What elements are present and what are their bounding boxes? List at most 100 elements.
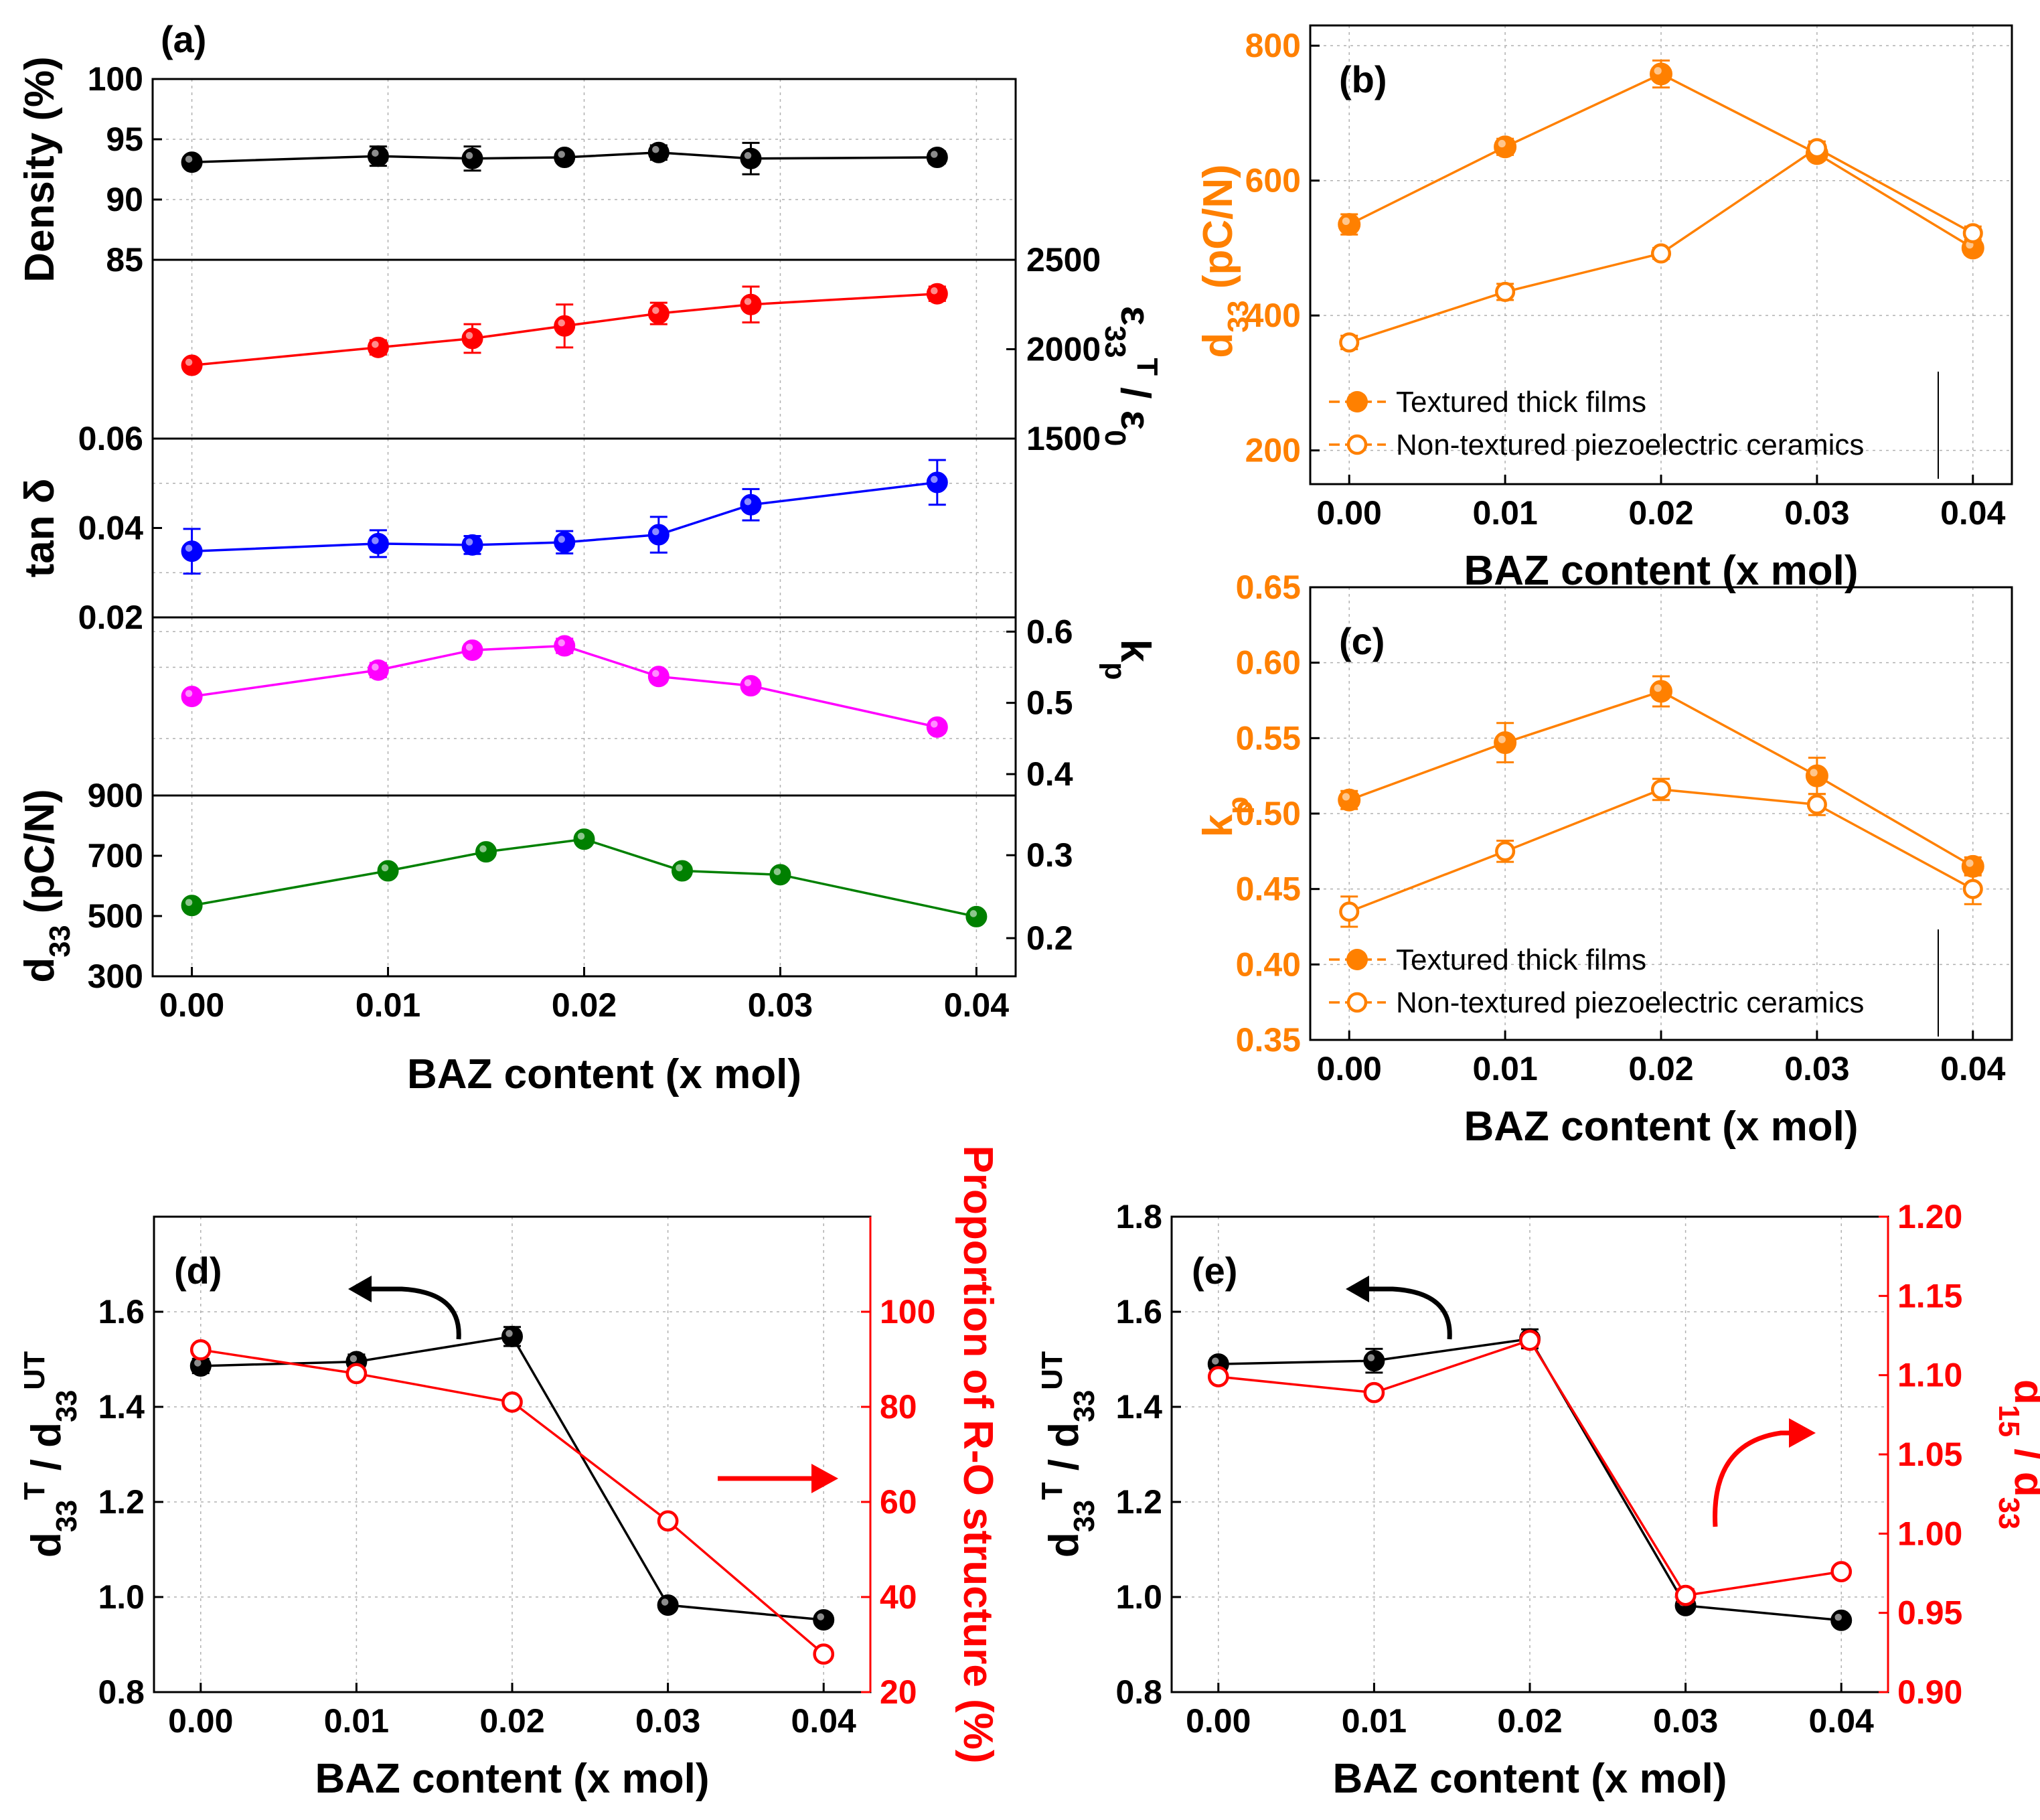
subpanel-density: 85 90 95 100 Density (%) — [17, 56, 1017, 283]
series-density-point — [647, 141, 670, 163]
y-tick-label-right: 0.5 — [1026, 684, 1073, 722]
series-non-textured-point — [1962, 223, 1983, 244]
series-right-point — [345, 1363, 368, 1385]
y-tick-label-right: 0.90 — [1897, 1673, 1962, 1711]
label-part: 33 — [1069, 1500, 1101, 1532]
y-tick-label: 0.50 — [1236, 795, 1301, 832]
series-textured-point — [1650, 680, 1672, 703]
series-density-point — [367, 145, 389, 167]
series-textured-point — [1805, 764, 1828, 787]
x-tick-label: 0.01 — [1342, 1702, 1407, 1740]
x-tick-label: 0.03 — [1784, 1050, 1849, 1087]
chart-e: 0.00 0.01 0.02 0.03 0.04 0.8 1.0 1.2 1.4 1.6 1.8 0.… — [1036, 1198, 2040, 1802]
y-tick-label-right: 0.3 — [1026, 836, 1073, 874]
series-permittivity-point-highlight — [744, 298, 752, 305]
x-tick-label: 0.01 — [1472, 1050, 1537, 1087]
panel-label: (c) — [1339, 620, 1385, 662]
chart-c: 0.00 0.01 0.02 0.03 0.04 0.35 0.40 0.45 0.50 0.55… — [1195, 568, 2013, 1150]
series-permittivity-point — [554, 315, 576, 337]
series-permittivity-point-highlight — [372, 341, 379, 348]
y-tick-label: 1.2 — [98, 1483, 145, 1521]
series-non-textured-point — [1806, 138, 1827, 159]
label-part: d — [17, 958, 63, 983]
series-kp-point-highlight — [931, 721, 938, 728]
series-d33-point — [965, 905, 988, 927]
legend-label: Non-textured piezoelectric ceramics — [1396, 429, 1864, 461]
y-tick-label-right: 60 — [880, 1483, 917, 1521]
y-tick-label-right: 1500 — [1026, 420, 1101, 457]
y-tick-label: 0.65 — [1236, 568, 1301, 606]
series-permittivity-point — [367, 336, 389, 358]
x-tick-label: 0.04 — [944, 986, 1010, 1024]
y-tick-label: 1.8 — [1115, 1198, 1162, 1235]
x-tick-label: 0.03 — [1653, 1702, 1718, 1740]
series-textured-point-highlight — [1966, 859, 1974, 867]
series-kp-point-highlight — [185, 690, 193, 697]
y-tick-label: 1.0 — [98, 1578, 145, 1616]
series-tan_delta-point — [740, 494, 762, 516]
series-ratio-point — [657, 1594, 679, 1616]
series-permittivity-point — [461, 327, 483, 350]
label-part: UT — [1036, 1351, 1069, 1389]
series-permittivity-point-highlight — [931, 287, 938, 295]
series-ratio-point-highlight — [661, 1598, 669, 1606]
x-tick-label: 0.03 — [748, 986, 813, 1024]
label-part: T — [19, 1482, 51, 1500]
series-non-textured-point — [1339, 901, 1360, 922]
x-axis-label: BAZ content (x mol) — [1464, 1104, 1859, 1150]
y-tick-label-right: 0.4 — [1026, 755, 1073, 793]
subpanel-tan_delta: 0.02 0.04 0.06 tan δ — [17, 420, 1017, 636]
series-tan_delta-point-highlight — [185, 544, 193, 552]
series-kp-point — [926, 716, 948, 738]
series-right-point — [813, 1643, 835, 1665]
y-tick-label: 85 — [106, 241, 143, 279]
label-part: d — [1041, 1532, 1087, 1558]
y-tick-label: 0.55 — [1236, 719, 1301, 757]
series-permittivity-point — [740, 293, 762, 315]
label-part: T — [1036, 1482, 1069, 1500]
series-d33-point-highlight — [969, 910, 977, 917]
y-axis-label: d33 (pC/N) — [17, 789, 76, 982]
series-d33-point — [181, 895, 203, 917]
series-density-point — [740, 147, 762, 169]
y-tick-label: 900 — [88, 777, 143, 814]
arrow-left-icon — [365, 1286, 461, 1340]
series-right-point — [1830, 1561, 1853, 1582]
series-right-point — [657, 1510, 679, 1532]
series-density-point-highlight — [185, 155, 193, 163]
x-tick-label: 0.04 — [791, 1702, 857, 1740]
series-density-point — [461, 147, 483, 169]
x-tick-label: 0.01 — [324, 1702, 389, 1740]
series-kp-point — [740, 675, 762, 697]
y-axis-label-right: ε33T / ε0 — [1099, 306, 1163, 446]
series-ratio-point-highlight — [817, 1613, 824, 1620]
series-d33-point-highlight — [773, 868, 781, 876]
series-density-point — [181, 151, 203, 173]
series-ratio-point-highlight — [349, 1355, 358, 1363]
y-tick-label: 1.0 — [1115, 1578, 1162, 1616]
series-density-point — [926, 147, 948, 168]
label-part: 0 — [1099, 430, 1131, 446]
y-tick-label: 90 — [106, 181, 143, 218]
y-tick-label: 600 — [1245, 162, 1301, 200]
label-part: UT — [19, 1351, 51, 1389]
label-part: 33 — [1069, 1390, 1101, 1422]
series-kp-point-highlight — [652, 670, 659, 678]
y-tick-label-right: 0.2 — [1026, 919, 1073, 957]
series-tan_delta-point-highlight — [652, 528, 659, 536]
series-ratio-point — [1830, 1609, 1853, 1631]
series-ratio-point — [501, 1325, 523, 1347]
chart-a: (a) 85 90 95 100 Density (%) 1500 2000 2500 ε33T … — [17, 18, 1163, 1097]
y-axis-label-right: Proportion of R-O structure (%) — [955, 1145, 1001, 1763]
y-tick-label-right: 1.00 — [1897, 1515, 1962, 1552]
y-tick-label: 0.8 — [1115, 1673, 1162, 1711]
legend-label: Textured thick films — [1396, 943, 1646, 976]
label-part: T — [1131, 358, 1163, 376]
y-tick-label: 1.2 — [1115, 1483, 1162, 1521]
series-d33-point — [573, 828, 595, 850]
x-axis-label: BAZ content (x mol) — [315, 1756, 710, 1802]
series-tan_delta-point-highlight — [465, 538, 473, 546]
label-part: d — [1195, 333, 1241, 358]
y-tick-label: 400 — [1245, 297, 1301, 334]
y-axis-label: tan δ — [17, 479, 63, 578]
